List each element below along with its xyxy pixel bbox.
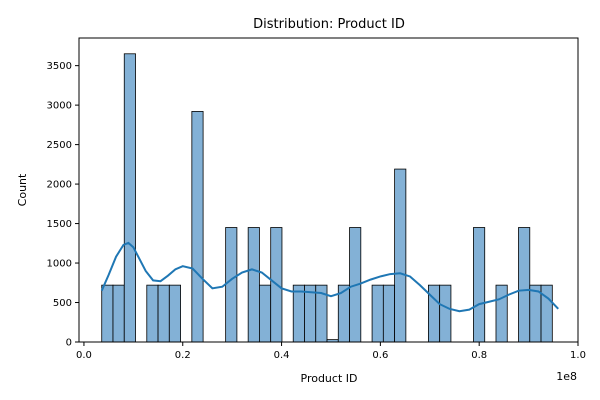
histogram-bar xyxy=(247,227,260,343)
x-tick-label: 0.8 xyxy=(471,350,487,361)
histogram-bar xyxy=(101,284,114,343)
y-tick-label: 1500 xyxy=(47,219,72,230)
histogram-bar xyxy=(439,284,452,343)
histogram-bar xyxy=(495,284,508,343)
x-tick-label: 0.2 xyxy=(175,350,191,361)
histogram-bar xyxy=(123,53,136,343)
histogram-bar xyxy=(146,284,159,343)
y-axis-label: Count xyxy=(16,173,29,206)
x-tick-label: 1.0 xyxy=(570,350,586,361)
histogram-bar xyxy=(292,284,305,343)
chart-title: Distribution: Product ID xyxy=(253,17,405,32)
histogram-bar xyxy=(304,284,317,343)
plot-frame xyxy=(78,37,579,343)
x-tick-label: 0.0 xyxy=(76,350,92,361)
x-axis: 0.0 0.2 0.4 0.6 0.8 1.0 xyxy=(76,342,586,361)
histogram-bar xyxy=(259,284,272,343)
histogram-bar xyxy=(191,111,204,343)
y-tick-label: 0 xyxy=(66,338,72,349)
y-axis: 0 500 1000 1500 2000 2500 3000 3500 xyxy=(47,61,79,349)
histogram-bar xyxy=(112,284,125,343)
histogram-bars xyxy=(101,53,553,343)
x-tick-label: 0.6 xyxy=(372,350,388,361)
x-axis-label: Product ID xyxy=(301,372,358,385)
histogram-bar xyxy=(157,284,170,343)
y-tick-label: 3000 xyxy=(47,101,72,112)
histogram-bar xyxy=(529,284,542,343)
y-tick-label: 2000 xyxy=(47,180,72,191)
histogram-bar xyxy=(168,284,181,343)
histogram-bar xyxy=(225,227,238,343)
kde-curve xyxy=(100,241,559,313)
histogram-bar xyxy=(382,284,396,343)
y-tick-label: 500 xyxy=(53,298,72,309)
y-tick-label: 3500 xyxy=(47,61,72,72)
x-offset-label: 1e8 xyxy=(556,370,577,383)
y-tick-label: 1000 xyxy=(47,259,72,270)
histogram-bar xyxy=(473,227,486,343)
y-tick-label: 2500 xyxy=(47,140,72,151)
histogram-bar xyxy=(518,227,531,343)
histogram-bar xyxy=(394,168,407,343)
histogram-bar xyxy=(371,284,384,343)
x-tick-label: 0.4 xyxy=(274,350,290,361)
